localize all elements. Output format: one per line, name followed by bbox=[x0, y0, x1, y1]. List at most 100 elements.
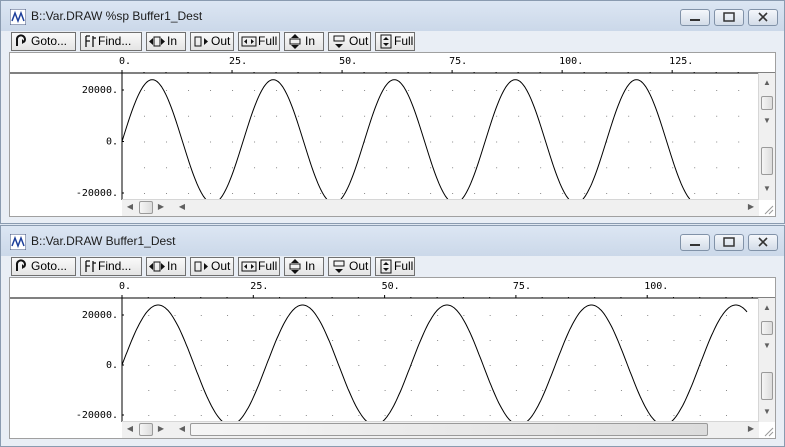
scroll-right-icon[interactable]: ▶ bbox=[157, 424, 165, 433]
minimize-button[interactable] bbox=[680, 9, 710, 26]
waveform-line bbox=[121, 79, 691, 204]
find-button[interactable]: Find... bbox=[80, 32, 142, 51]
full-y-icon bbox=[380, 259, 392, 274]
zoom-y-out-icon bbox=[333, 260, 345, 273]
vscroll-thumb-top[interactable] bbox=[761, 96, 773, 110]
toolbar: Goto... Find... In Out Full In Out Full bbox=[9, 31, 776, 51]
y-tick-label: 20000. bbox=[82, 310, 118, 321]
full-x-icon bbox=[241, 261, 257, 272]
zoom-x-in-icon bbox=[149, 36, 165, 47]
minimize-icon bbox=[690, 19, 700, 21]
scroll-right-end-icon[interactable]: ▶ bbox=[747, 424, 755, 433]
x-tick-label: 100. bbox=[644, 281, 668, 292]
x-tick-label: 100. bbox=[559, 56, 583, 67]
find-icon bbox=[85, 260, 96, 272]
find-icon bbox=[85, 35, 96, 47]
scroll-down-end-icon[interactable]: ▼ bbox=[763, 184, 771, 193]
y-tick-label: 0. bbox=[106, 137, 118, 148]
close-button[interactable] bbox=[748, 234, 778, 251]
scroll-left-end-icon[interactable]: ◀ bbox=[178, 424, 186, 433]
waveform-line bbox=[121, 304, 748, 426]
vertical-scrollbar[interactable]: ▲ ▼ ▼ bbox=[758, 73, 775, 200]
scroll-right-icon[interactable]: ▶ bbox=[157, 202, 165, 211]
goto-button[interactable]: Goto... bbox=[11, 32, 76, 51]
title-bar[interactable]: B::Var.DRAW Buffer1_Dest bbox=[1, 226, 784, 256]
grid-dots bbox=[148, 315, 727, 416]
goto-icon bbox=[15, 259, 26, 271]
plot-panel[interactable]: 0. 25. 50. 75. 100. 20000. 0. -20000. ▲ ▼ ▼ ◀ ▶… bbox=[9, 277, 776, 439]
goto-button[interactable]: Goto... bbox=[11, 257, 76, 276]
maximize-icon bbox=[723, 237, 735, 247]
minimize-icon bbox=[690, 244, 700, 246]
minimize-button[interactable] bbox=[680, 234, 710, 251]
zoom-x-in-button[interactable]: In bbox=[146, 257, 186, 276]
close-icon bbox=[758, 12, 768, 22]
hscroll-thumb-left[interactable] bbox=[139, 423, 153, 436]
y-tick-label: -20000. bbox=[76, 188, 118, 199]
horizontal-scrollbar[interactable]: ◀ ▶ ◀ ▶ bbox=[122, 199, 759, 216]
x-tick-label: 25. bbox=[229, 56, 247, 67]
zoom-y-out-button[interactable]: Out bbox=[328, 32, 371, 51]
zoom-x-out-button[interactable]: Out bbox=[190, 257, 234, 276]
x-tick-label: 0. bbox=[119, 56, 131, 67]
zoom-y-in-button[interactable]: In bbox=[284, 257, 324, 276]
zoom-y-in-button[interactable]: In bbox=[284, 32, 324, 51]
title-bar[interactable]: B::Var.DRAW %sp Buffer1_Dest bbox=[1, 1, 784, 31]
full-y-button[interactable]: Full bbox=[375, 257, 415, 276]
close-icon bbox=[758, 237, 768, 247]
zoom-x-out-icon bbox=[194, 36, 208, 47]
x-tick-label: 125. bbox=[669, 56, 693, 67]
plot-panel[interactable]: 0. 25. 50. 75. 100. 125. 20000. 0. -20000. ▲ ▼ ▼… bbox=[9, 52, 776, 217]
var-draw-window-sp: B::Var.DRAW %sp Buffer1_Dest Goto... Fin… bbox=[0, 0, 785, 224]
toolbar: Goto... Find... In Out Full In Out Full bbox=[9, 256, 776, 276]
y-tick-label: 20000. bbox=[82, 85, 118, 96]
maximize-button[interactable] bbox=[714, 234, 744, 251]
scroll-down-icon[interactable]: ▼ bbox=[763, 341, 771, 350]
zoom-y-out-icon bbox=[333, 35, 345, 48]
scroll-up-icon[interactable]: ▲ bbox=[763, 303, 771, 312]
waveform-plot: 0. 25. 50. 75. 100. 20000. 0. -20000. bbox=[10, 278, 775, 438]
maximize-icon bbox=[723, 12, 735, 22]
grid-dots bbox=[144, 90, 740, 194]
maximize-button[interactable] bbox=[714, 9, 744, 26]
zoom-y-in-icon bbox=[289, 259, 301, 274]
var-draw-window: B::Var.DRAW Buffer1_Dest Goto... Find...… bbox=[0, 225, 785, 447]
scroll-down-end-icon[interactable]: ▼ bbox=[763, 407, 771, 416]
x-tick-label: 50. bbox=[382, 281, 400, 292]
x-tick-label: 25. bbox=[250, 281, 268, 292]
horizontal-scrollbar[interactable]: ◀ ▶ ◀ ▶ bbox=[122, 421, 759, 438]
full-y-icon bbox=[380, 34, 392, 49]
close-button[interactable] bbox=[748, 9, 778, 26]
vscroll-thumb[interactable] bbox=[761, 147, 773, 175]
x-tick-label: 0. bbox=[119, 281, 131, 292]
trace32-var-draw-icon bbox=[10, 234, 26, 250]
vertical-scrollbar[interactable]: ▲ ▼ ▼ bbox=[758, 298, 775, 422]
hscroll-thumb-left[interactable] bbox=[139, 201, 153, 214]
scroll-left-icon[interactable]: ◀ bbox=[126, 202, 134, 211]
full-x-button[interactable]: Full bbox=[238, 257, 280, 276]
y-tick-label: -20000. bbox=[76, 410, 118, 421]
full-x-button[interactable]: Full bbox=[238, 32, 280, 51]
scroll-right-end-icon[interactable]: ▶ bbox=[747, 202, 755, 211]
goto-icon bbox=[15, 34, 26, 46]
zoom-x-in-button[interactable]: In bbox=[146, 32, 186, 51]
x-tick-label: 75. bbox=[449, 56, 467, 67]
scroll-up-icon[interactable]: ▲ bbox=[763, 78, 771, 87]
trace32-var-draw-icon bbox=[10, 9, 26, 25]
hscroll-thumb[interactable] bbox=[190, 423, 708, 436]
vscroll-thumb[interactable] bbox=[761, 372, 773, 400]
zoom-x-out-button[interactable]: Out bbox=[190, 32, 234, 51]
window-title: B::Var.DRAW %sp Buffer1_Dest bbox=[31, 9, 203, 23]
find-button[interactable]: Find... bbox=[80, 257, 142, 276]
zoom-y-out-button[interactable]: Out bbox=[328, 257, 371, 276]
zoom-x-in-icon bbox=[149, 261, 165, 272]
vscroll-thumb-top[interactable] bbox=[761, 321, 773, 335]
waveform-plot: 0. 25. 50. 75. 100. 125. 20000. 0. -20000. bbox=[10, 53, 775, 216]
scroll-left-end-icon[interactable]: ◀ bbox=[178, 202, 186, 211]
scroll-left-icon[interactable]: ◀ bbox=[126, 424, 134, 433]
resize-grip-icon[interactable] bbox=[762, 425, 774, 437]
y-tick-label: 0. bbox=[106, 360, 118, 371]
resize-grip-icon[interactable] bbox=[762, 203, 774, 215]
full-y-button[interactable]: Full bbox=[375, 32, 415, 51]
scroll-down-icon[interactable]: ▼ bbox=[763, 116, 771, 125]
